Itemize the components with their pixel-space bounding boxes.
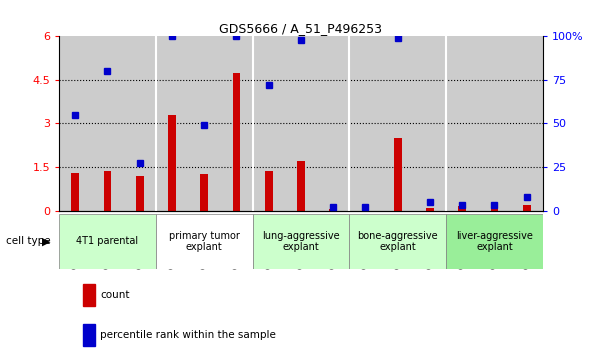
Bar [458, 206, 466, 211]
Bar [71, 173, 79, 211]
Bar [253, 36, 285, 211]
Bar [59, 214, 156, 269]
Bar [349, 36, 382, 211]
Text: 4T1 parental: 4T1 parental [76, 236, 139, 246]
Title: GDS5666 / A_51_P496253: GDS5666 / A_51_P496253 [219, 22, 382, 35]
Text: lung-aggressive
explant: lung-aggressive explant [262, 231, 340, 252]
Bar [156, 214, 253, 269]
Bar [490, 208, 499, 211]
Bar [349, 214, 446, 269]
Bar [123, 36, 156, 211]
Bar [83, 324, 95, 346]
Bar [446, 214, 543, 269]
Bar [510, 36, 543, 211]
Bar [91, 36, 123, 211]
Bar [59, 36, 91, 211]
Text: primary tumor
explant: primary tumor explant [169, 231, 240, 252]
Bar [103, 171, 112, 211]
Bar [317, 36, 349, 211]
Bar [200, 174, 208, 211]
Bar [297, 161, 305, 211]
Bar [329, 209, 337, 211]
Text: percentile rank within the sample: percentile rank within the sample [100, 330, 276, 340]
Bar [83, 284, 95, 306]
Bar [168, 115, 176, 211]
Bar [188, 36, 220, 211]
Bar [136, 176, 143, 211]
Text: bone-aggressive
explant: bone-aggressive explant [358, 231, 438, 252]
Bar [220, 36, 253, 211]
Bar [156, 36, 188, 211]
Bar [265, 171, 273, 211]
Text: cell type: cell type [6, 236, 51, 246]
Bar [232, 73, 240, 211]
Bar [523, 205, 530, 211]
Bar [478, 36, 510, 211]
Text: count: count [100, 290, 130, 300]
Bar [394, 138, 402, 211]
Bar [414, 36, 446, 211]
Bar [446, 36, 478, 211]
Text: liver-aggressive
explant: liver-aggressive explant [456, 231, 533, 252]
Bar [426, 208, 434, 211]
Bar [285, 36, 317, 211]
Bar [362, 208, 369, 211]
Text: ▶: ▶ [42, 236, 50, 246]
Bar [253, 214, 349, 269]
Bar [382, 36, 414, 211]
